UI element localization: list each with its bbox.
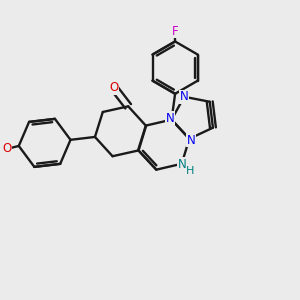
Text: H: H (186, 166, 194, 176)
Text: O: O (2, 142, 12, 155)
Text: F: F (172, 25, 178, 38)
Text: N: N (178, 158, 187, 171)
Text: N: N (186, 134, 195, 147)
Text: N: N (166, 112, 175, 125)
Text: O: O (110, 81, 118, 94)
Text: N: N (180, 90, 189, 103)
